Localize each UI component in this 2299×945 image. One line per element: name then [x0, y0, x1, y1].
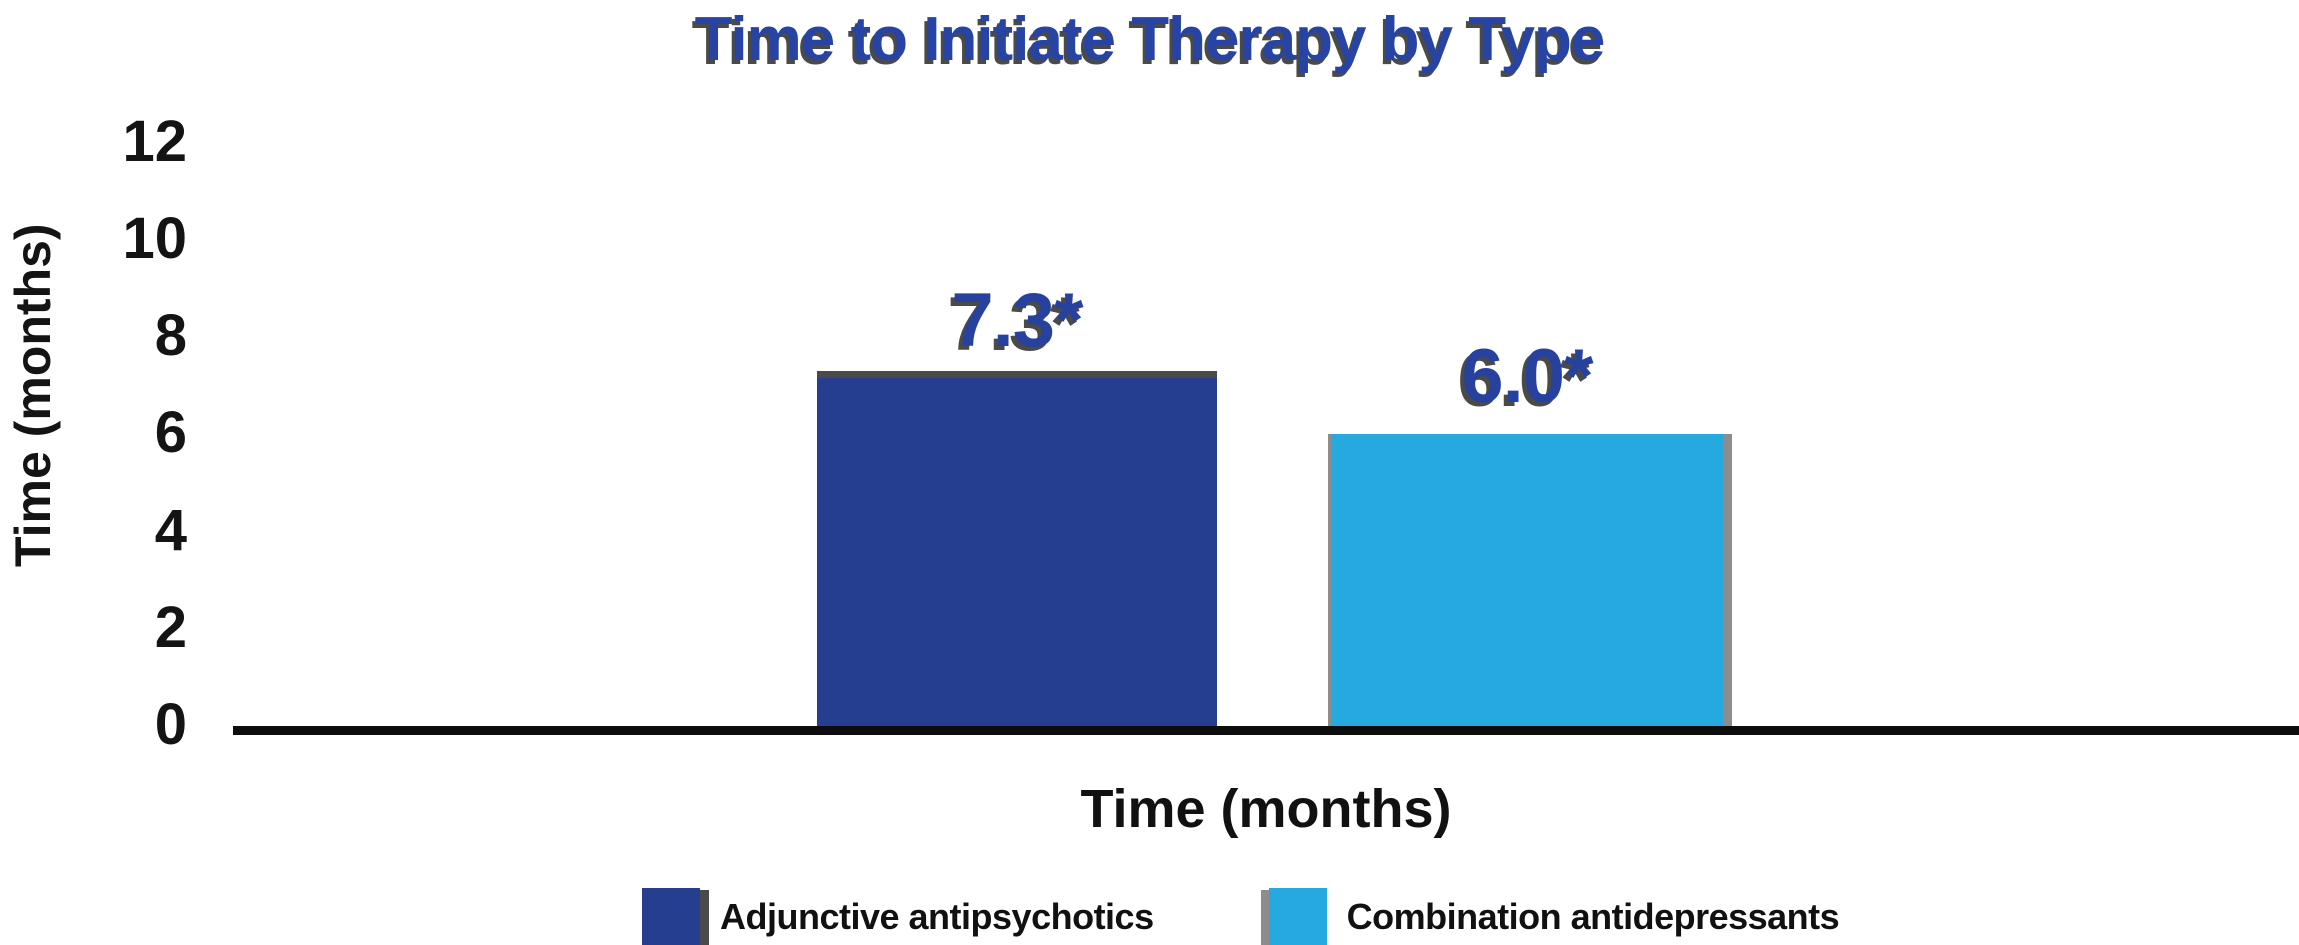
y-tick-label: 12 — [122, 108, 187, 174]
y-tick-label: 2 — [154, 594, 187, 660]
legend-item-combination: Combination antidepressants — [1268, 888, 1840, 945]
y-axis-label: Time (months) — [5, 223, 61, 567]
chart-title: Time to Initiate Therapy by Type — [694, 5, 1606, 74]
x-axis-label: Time (months) — [1080, 779, 1452, 839]
y-tick-label: 4 — [154, 497, 187, 563]
y-tick-label: 8 — [154, 303, 187, 369]
bar-combination-antidepressants: 6.0* — [1328, 334, 1732, 726]
bar-value-label-adjunctive: 7.3* — [951, 278, 1083, 364]
legend: Adjunctive antipsychotics Combination an… — [642, 888, 1840, 945]
bar-value-label-combination: 6.0* — [1461, 334, 1593, 420]
legend-swatch-dark-blue — [642, 888, 700, 945]
y-tick-label: 10 — [122, 206, 187, 272]
y-tick-label: 6 — [154, 400, 187, 466]
legend-swatch-light-blue — [1268, 888, 1327, 945]
legend-item-adjunctive: Adjunctive antipsychotics — [642, 888, 1154, 945]
y-tick-label: 0 — [154, 692, 187, 758]
legend-label-adjunctive: Adjunctive antipsychotics — [720, 896, 1154, 937]
x-axis-line — [233, 726, 2299, 735]
legend-label-combination: Combination antidepressants — [1346, 896, 1840, 937]
bar-adjunctive-antipsychotics: 7.3* — [817, 278, 1217, 726]
